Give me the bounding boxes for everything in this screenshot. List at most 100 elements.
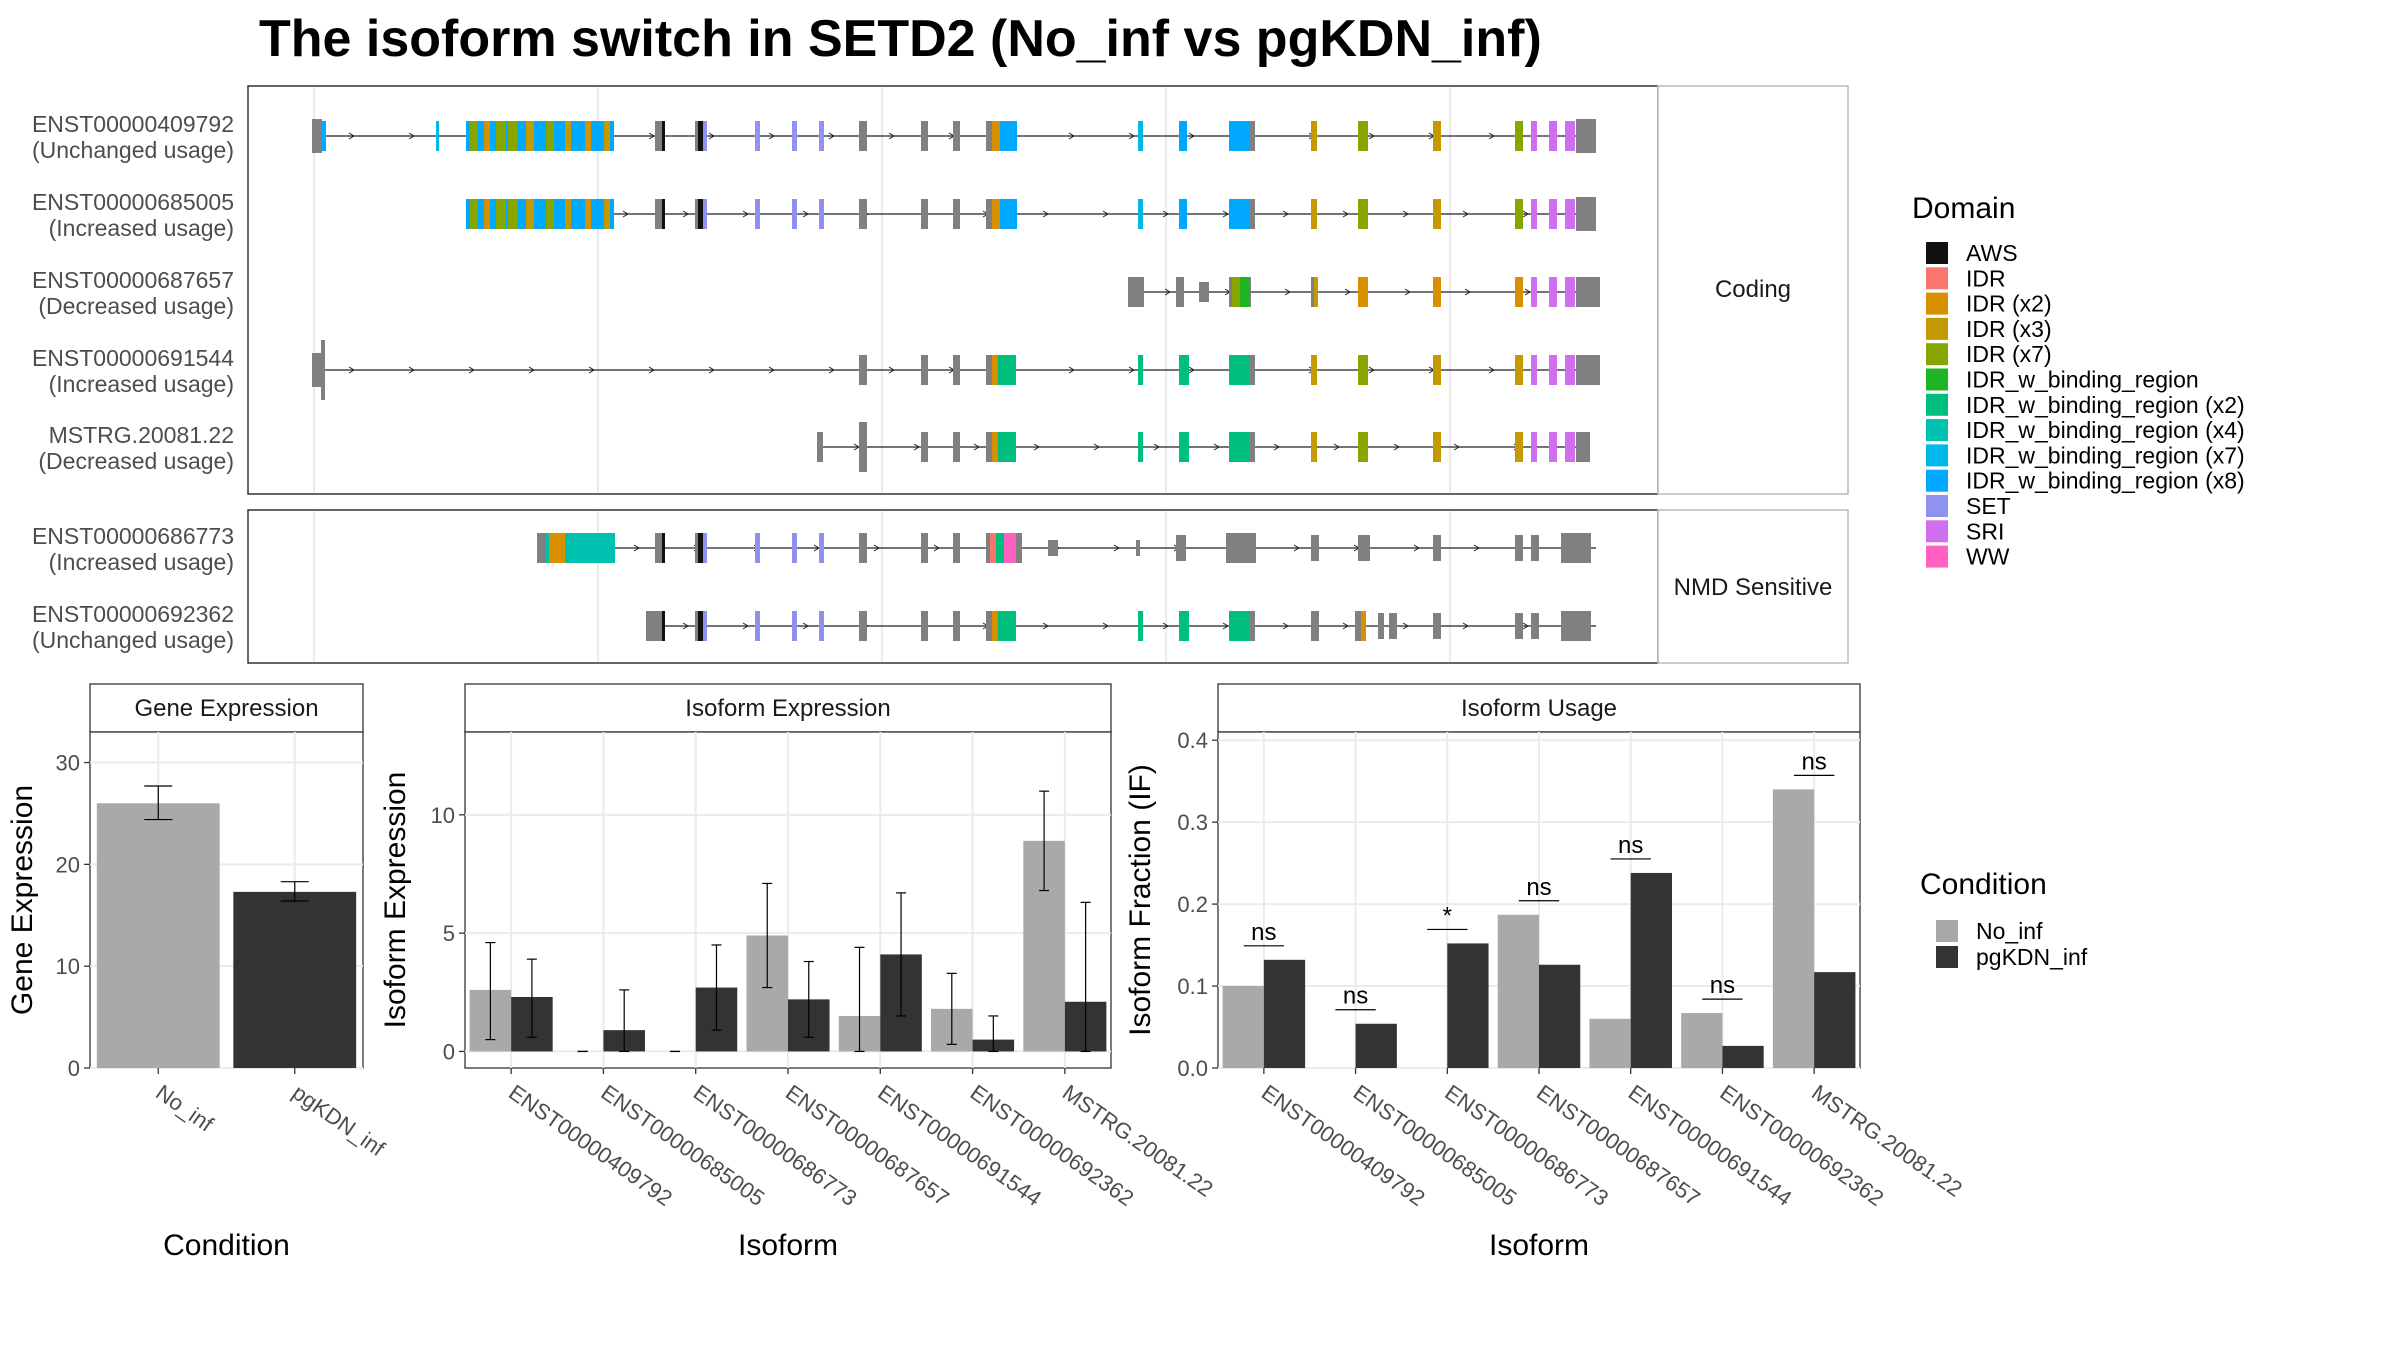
exon — [1561, 611, 1591, 641]
domain-segment — [819, 121, 824, 151]
y-tick-label: 5 — [443, 921, 455, 946]
transcript-id-label: ENST00000686773 — [32, 523, 234, 549]
domain-segment — [662, 199, 665, 229]
domain-segment — [1229, 121, 1251, 151]
facet-title: Isoform Expression — [685, 695, 890, 722]
transcript-status-label: (Unchanged usage) — [32, 137, 234, 163]
domain-segment — [470, 121, 478, 151]
transcript-grid — [313, 87, 1451, 662]
domain-segment — [1138, 355, 1143, 385]
x-axis-title: Isoform — [738, 1229, 838, 1262]
strand-arrow — [528, 366, 535, 374]
exon — [1378, 613, 1384, 639]
domain-segment — [1549, 121, 1557, 151]
strand-arrow — [1333, 443, 1340, 451]
domain-segment — [1565, 432, 1575, 462]
strand-arrow — [1188, 366, 1195, 374]
strand-arrow — [1273, 443, 1280, 451]
strand-arrow — [1113, 544, 1120, 552]
bar — [1681, 1013, 1723, 1068]
transcript-row — [646, 611, 1596, 641]
strand-arrow — [802, 210, 809, 218]
strand-arrow — [1473, 544, 1480, 552]
domain-segment — [792, 199, 797, 229]
exon — [953, 533, 960, 563]
domain-segment — [1179, 121, 1187, 151]
exon — [921, 611, 928, 641]
strand-arrow — [1042, 210, 1049, 218]
bar — [1222, 986, 1264, 1068]
domain-legend-key — [1926, 495, 1948, 517]
domain-legend-key — [1926, 393, 1948, 416]
domain-segment — [1232, 277, 1240, 307]
domain-segment — [484, 121, 490, 151]
domain-segment — [662, 533, 665, 563]
exon — [921, 355, 928, 385]
domain-segment — [1138, 199, 1143, 229]
strand-arrow — [408, 366, 415, 374]
domain-segment — [1138, 611, 1143, 641]
strand-arrow — [873, 544, 880, 552]
transcript-row — [817, 422, 1590, 472]
bar — [96, 803, 220, 1068]
transcript-status-label: (Unchanged usage) — [32, 627, 234, 653]
domain-segment — [1531, 121, 1537, 151]
strand-arrow — [1404, 288, 1411, 296]
y-tick-label: 0 — [443, 1039, 455, 1064]
strand-arrow — [1222, 210, 1229, 218]
strand-arrow — [1342, 210, 1349, 218]
strand-arrow — [1128, 132, 1135, 140]
exon — [986, 121, 993, 151]
strand-arrow — [1522, 622, 1529, 630]
exon — [1311, 535, 1319, 561]
facet-strip — [464, 683, 1112, 733]
strand-arrow — [1102, 622, 1109, 630]
strand-arrow — [1068, 366, 1075, 374]
y-tick-label: 20 — [56, 852, 80, 877]
domain-segment — [1531, 355, 1537, 385]
strand-arrow — [1522, 210, 1529, 218]
strand-arrow — [1162, 210, 1169, 218]
y-tick-label: 0.3 — [1177, 810, 1208, 835]
x-tick-label: ENST00000409792 — [504, 1080, 677, 1211]
domain-segment — [819, 611, 824, 641]
domain-segment — [992, 355, 998, 385]
bar — [1497, 914, 1539, 1068]
x-tick-label: ENST00000409792 — [1257, 1080, 1430, 1211]
exon — [953, 355, 960, 385]
y-axis-title: Isoform Fraction (IF) — [1124, 764, 1157, 1036]
transcript-id-label: ENST00000692362 — [32, 601, 234, 627]
facet-strip — [1217, 683, 1861, 733]
x-tick-label: ENST00000686773 — [1440, 1080, 1613, 1211]
bar — [1355, 1023, 1397, 1068]
strand-arrow — [888, 132, 895, 140]
strand-arrow — [973, 443, 980, 451]
domain-segment — [1358, 355, 1368, 385]
facet-strip — [89, 683, 364, 733]
domain-legend-label: IDR_w_binding_region (x7) — [1966, 442, 2245, 468]
exon — [859, 121, 867, 151]
exon — [312, 353, 322, 387]
exon — [859, 533, 867, 563]
strand-arrow — [1462, 210, 1469, 218]
y-tick-label: 10 — [56, 954, 80, 979]
domain-legend-label: IDR — [1966, 265, 2006, 291]
exon — [859, 611, 867, 641]
exon — [1128, 277, 1144, 307]
bar — [1589, 1018, 1631, 1068]
domain-segment — [1311, 432, 1317, 462]
x-tick-label: ENST00000686773 — [689, 1080, 862, 1211]
exon — [817, 432, 823, 462]
domain-legend-key — [1926, 292, 1948, 315]
transcript-id-label: ENST00000685005 — [32, 189, 234, 215]
domain-segment — [703, 121, 707, 151]
significance-label: ns — [1343, 983, 1368, 1010]
strand-arrow — [742, 210, 749, 218]
strand-arrow — [1284, 288, 1291, 296]
strand-arrow — [633, 544, 640, 552]
exon — [953, 199, 960, 229]
domain-segment — [484, 199, 490, 229]
domain-segment — [792, 533, 797, 563]
coding-strip-label: Coding — [1715, 276, 1791, 303]
